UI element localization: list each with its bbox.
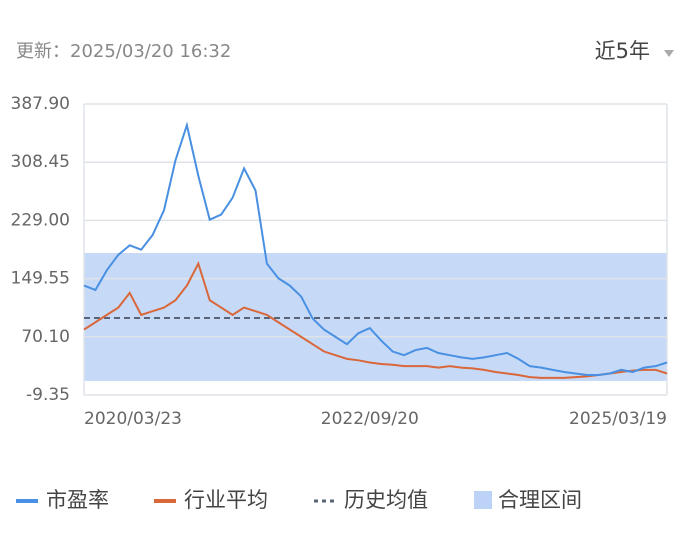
series-line [83,261,668,379]
legend-label: 市盈率 [46,488,109,512]
x-tick-label: 2025/03/19 [569,409,667,429]
x-tick-label: 2022/09/20 [321,409,419,429]
range-label[interactable]: 近5年 [595,39,650,63]
y-tick-label: 149.55 [11,269,70,289]
legend-label: 合理区间 [498,488,582,512]
y-tick-label: 70.10 [21,327,70,347]
y-tick-label: -9.35 [26,385,70,405]
x-tick-label: 2020/03/23 [84,409,182,429]
range-selector[interactable]: 近5年 [595,39,674,63]
legend-label: 历史均值 [344,488,428,512]
legend-swatch [474,491,492,509]
y-tick-label: 387.90 [11,94,70,114]
dropdown-arrow[interactable] [664,50,674,57]
y-tick-label: 229.00 [11,210,70,230]
update-time: 更新：2025/03/20 16:32 [16,41,231,62]
y-tick-label: 308.45 [11,152,70,172]
legend-label: 行业平均 [184,488,268,512]
series-line [83,121,668,376]
